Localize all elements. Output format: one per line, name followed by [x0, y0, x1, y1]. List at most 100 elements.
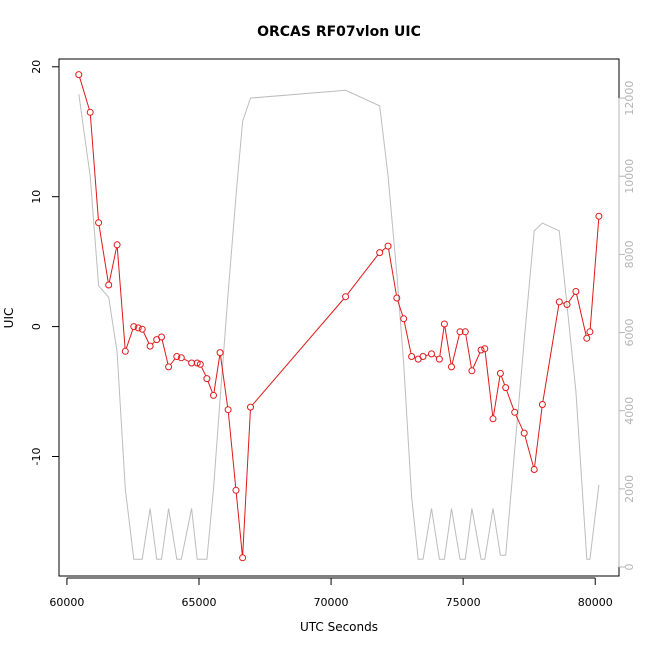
uic-data-point: [239, 554, 247, 562]
y2-tick-label: 2000: [623, 475, 636, 503]
y2-tick-label: 6000: [623, 319, 636, 347]
uic-data-point: [419, 353, 427, 360]
uic-data-point: [86, 108, 94, 116]
uic-line-segment: [568, 293, 575, 303]
uic-line-segment: [439, 326, 445, 357]
uic-data-point: [105, 281, 113, 289]
uic-data-point: [216, 349, 224, 357]
uic-line-segment: [242, 410, 251, 555]
uic-data-point: [595, 212, 603, 220]
secondary-series-layer: [78, 89, 600, 560]
uic-data-point: [247, 403, 254, 411]
uic-line-segment: [576, 294, 587, 336]
uic-line-segment: [347, 254, 379, 295]
uic-data-point: [75, 71, 83, 79]
y-tick-label: 10: [30, 190, 43, 204]
uic-data-point: [342, 293, 350, 301]
uic-line-segment: [227, 412, 237, 488]
uic-line-segment: [500, 376, 506, 385]
uic-line-segment: [465, 334, 472, 368]
uic-data-point: [456, 328, 464, 336]
uic-data-point: [138, 325, 146, 333]
x-tick-label: 80000: [578, 596, 613, 609]
uic-line-segment: [534, 407, 543, 467]
uic-data-point: [440, 320, 448, 328]
uic-line-segment: [589, 219, 600, 329]
uic-data-point: [481, 345, 489, 353]
uic-data-point: [538, 401, 546, 408]
uic-data-point: [376, 249, 384, 257]
uic-data-point: [177, 354, 185, 362]
uic-data-point: [224, 406, 232, 414]
uic-data-point: [583, 334, 591, 342]
y2-tick-label: 4000: [623, 397, 636, 425]
uic-data-point: [146, 342, 154, 350]
uic-data-point: [496, 369, 504, 377]
uic-series-layer: [75, 71, 603, 562]
uic-data-point: [134, 324, 142, 332]
x-tick-label: 75000: [446, 596, 481, 609]
uic-line-segment: [381, 247, 387, 252]
uic-data-point: [121, 347, 129, 355]
uic-data-point: [95, 219, 103, 227]
uic-line-segment: [433, 355, 438, 358]
uic-line-segment: [493, 376, 501, 416]
uic-data-point: [113, 241, 121, 249]
y-axis-left: -10 0 10 20: [30, 60, 60, 466]
uic-line-segment: [403, 321, 412, 354]
uic-line-segment: [183, 358, 190, 363]
uic-line-segment: [472, 352, 481, 369]
uic-line-segment: [388, 248, 397, 296]
uic-line-segment: [213, 355, 221, 393]
uic-line-segment: [143, 331, 150, 344]
y2-tick-label: 10000: [623, 159, 636, 194]
x-axis-label: UTC Seconds: [300, 620, 378, 634]
uic-data-point: [555, 298, 563, 306]
uic-line-segment: [444, 326, 452, 364]
uic-data-point: [130, 323, 138, 331]
uic-data-point: [196, 360, 204, 368]
uic-line-segment: [108, 247, 117, 283]
uic-data-point: [468, 367, 476, 375]
uic-line-segment: [515, 414, 524, 431]
y2-tick-label: 0: [623, 564, 636, 571]
uic-data-point: [210, 391, 217, 399]
uic-line-segment: [542, 304, 560, 402]
uic-data-point: [408, 353, 416, 360]
uic-data-point: [384, 242, 392, 250]
uic-line-segment: [151, 341, 155, 345]
uic-data-point: [461, 328, 469, 336]
y-tick-label: 0: [30, 323, 43, 330]
uic-line-segment: [170, 358, 176, 365]
y2-tick-label: 12000: [623, 81, 636, 116]
uic-line-segment: [79, 77, 90, 110]
uic-data-point: [158, 333, 165, 341]
uic-data-point: [165, 363, 173, 371]
uic-line-segment: [235, 493, 243, 555]
uic-line-segment: [98, 225, 109, 283]
uic-line-segment: [220, 355, 229, 407]
uic-data-point: [511, 408, 519, 416]
uic-line-segment: [524, 435, 534, 467]
uic-line-segment: [425, 354, 429, 357]
uic-line-segment: [397, 300, 404, 317]
y-tick-label: -10: [30, 448, 43, 466]
uic-line-segment: [161, 339, 169, 365]
uic-data-point: [448, 363, 455, 371]
uic-data-point: [563, 301, 571, 308]
uic-data-point: [400, 315, 408, 323]
uic-line-segment: [89, 115, 99, 220]
uic-data-point: [502, 384, 510, 392]
uic-line-segment: [201, 366, 207, 377]
uic-data-point: [435, 355, 443, 363]
uic-data-point: [489, 415, 497, 423]
chart-title: ORCAS RF07vlon UIC: [257, 24, 421, 40]
uic-data-point: [572, 288, 580, 295]
y-tick-label: 20: [30, 60, 43, 74]
uic-data-point: [193, 359, 201, 367]
plot-frame: [58, 58, 620, 577]
x-axis: 60000 65000 70000 75000 80000: [49, 577, 613, 609]
uic-data-point: [586, 328, 594, 336]
uic-line-segment: [125, 329, 134, 349]
